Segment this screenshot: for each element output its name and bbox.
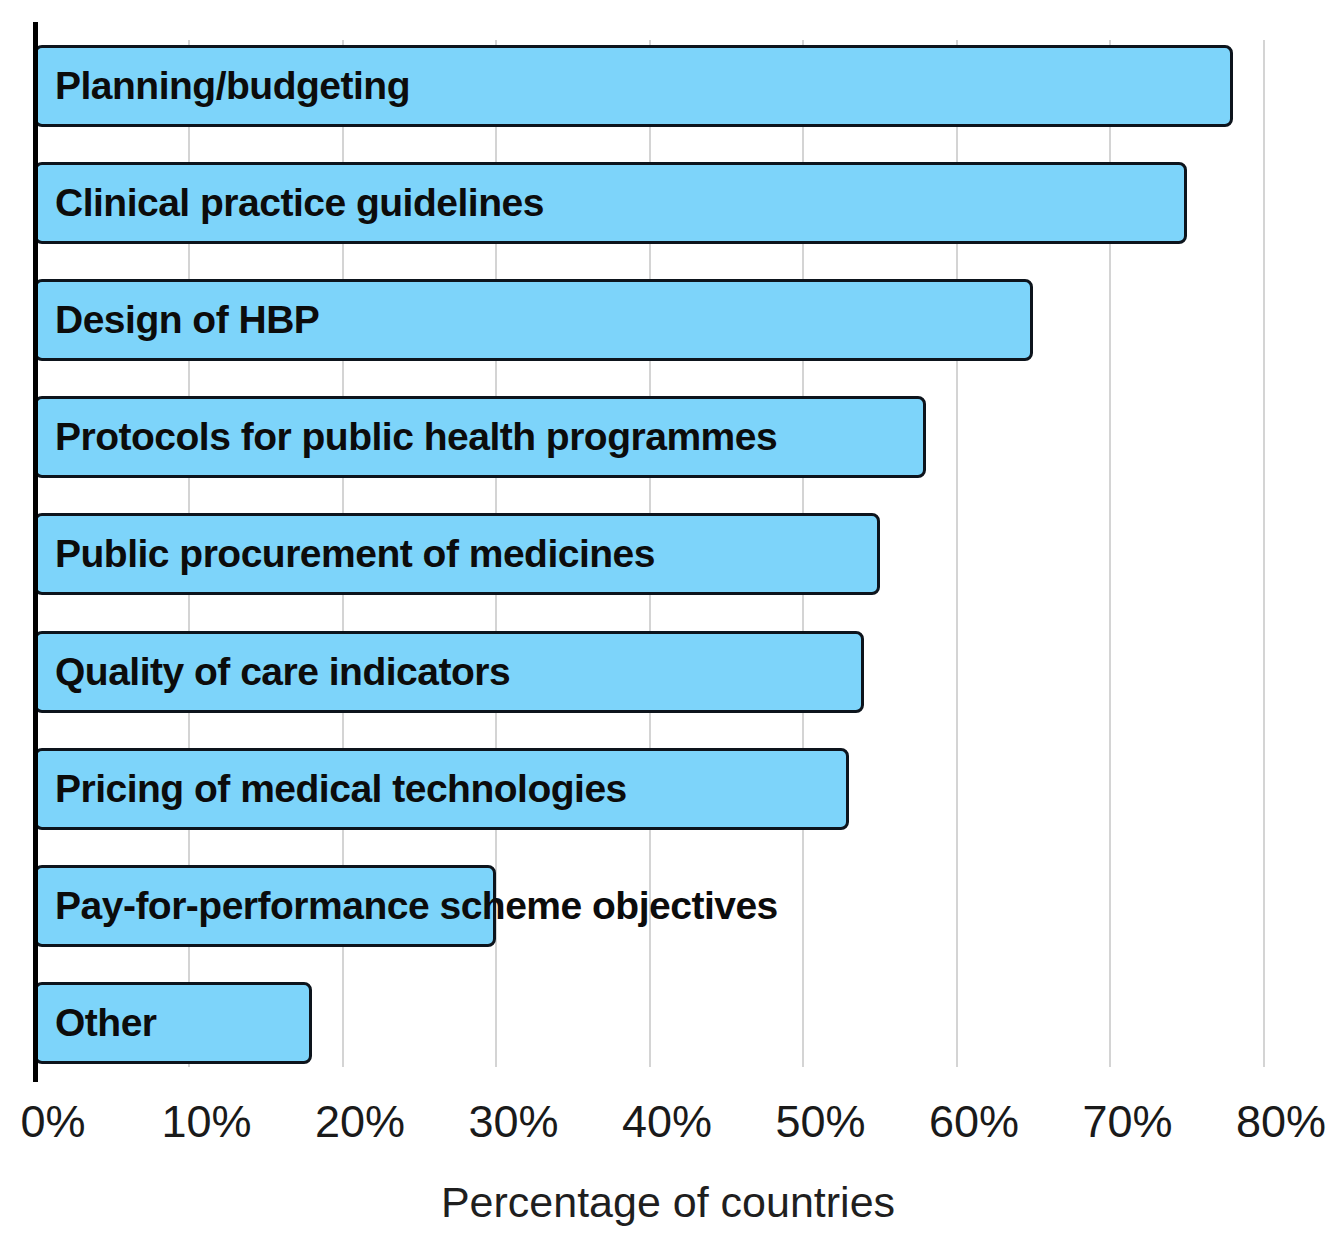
bar-label: Planning/budgeting: [55, 45, 410, 127]
x-tick-label: 30%: [468, 1096, 558, 1148]
x-tick-label: 70%: [1082, 1096, 1172, 1148]
bar-label: Other: [55, 982, 157, 1064]
x-tick-label: 80%: [1236, 1096, 1326, 1148]
bar-label: Clinical practice guidelines: [55, 162, 544, 244]
bar-label: Protocols for public health programmes: [55, 396, 777, 478]
bar-chart: Planning/budgeting Clinical practice guid…: [0, 0, 1334, 1239]
x-tick-label: 60%: [929, 1096, 1019, 1148]
bar-label: Pricing of medical technologies: [55, 748, 627, 830]
y-axis-line: [33, 22, 38, 1082]
gridline-80: [1263, 40, 1265, 1067]
x-tick-label: 40%: [622, 1096, 712, 1148]
bar-label: Pay-for-performance scheme objectives: [55, 865, 778, 947]
bar-label: Design of HBP: [55, 279, 319, 361]
x-tick-label: 0%: [20, 1096, 85, 1148]
bar-label: Public procurement of medicines: [55, 513, 655, 595]
x-axis-title: Percentage of countries: [0, 1178, 1334, 1227]
x-tick-label: 10%: [161, 1096, 251, 1148]
bar-label: Quality of care indicators: [55, 631, 510, 713]
x-tick-label: 20%: [315, 1096, 405, 1148]
x-tick-label: 50%: [775, 1096, 865, 1148]
